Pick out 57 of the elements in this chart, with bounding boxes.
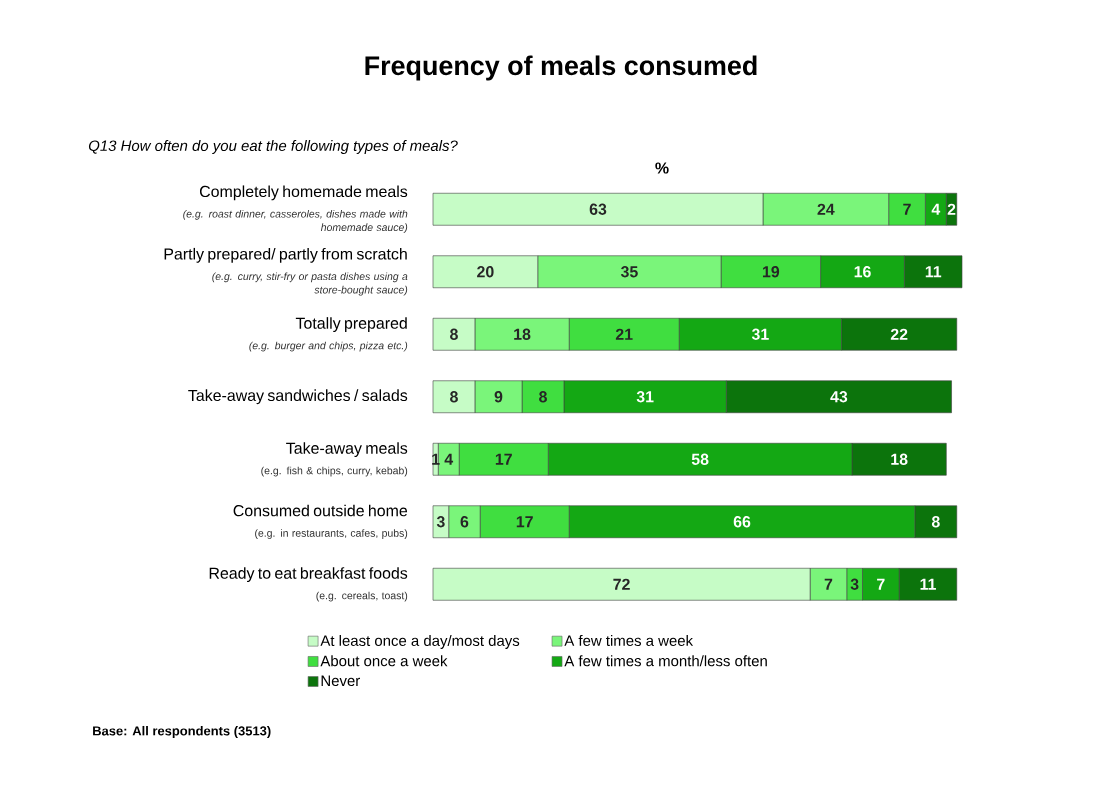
data-label: 20 [477,266,494,278]
text: (e.g. roast dinner, casseroles, dishes made with homemade sauce) [183,209,408,234]
y-tick-label: Totally prepared [295,317,407,332]
data-label: 8 [539,391,547,403]
data-label: 2 [947,203,956,215]
x-axis-title: % [655,162,669,174]
data-label: 8 [931,516,940,528]
text: Base: All respondents (3513) [93,725,271,739]
text: (e.g. cereals, toast) [316,591,408,602]
data-label: 1 [432,453,440,465]
legend-label: About once a week [320,655,448,667]
y-tick-label: Completely homemade meals [199,185,408,201]
data-label: 4 [931,203,941,215]
chart-title: Frequency of meals consumed [365,55,757,81]
data-label: 8 [450,391,458,403]
legend-label: Never [321,675,360,687]
data-label: 21 [615,328,633,340]
data-label: 17 [516,516,533,528]
data-label: 31 [751,328,769,340]
y-tick-label: Take-away meals [286,442,408,457]
data-label: 24 [817,203,835,215]
data-label: 35 [620,266,638,278]
data-label: 8 [450,328,458,340]
text: (e.g. fish & chips, curry, kebab) [261,466,408,477]
legend-label: A few times a week [564,635,694,646]
data-label: 66 [733,516,751,528]
data-label: 3 [436,516,445,528]
data-label: 7 [824,578,833,590]
data-label: 18 [891,453,908,465]
data-label: 7 [903,203,911,215]
y-tick-label: Ready to eat breakfast foods [209,567,408,582]
text: (e.g. in restaurants, cafes, pubs) [255,529,408,539]
data-label: 9 [494,391,503,403]
y-tick-label: Take-away sandwiches / salads [188,389,408,405]
data-label: 72 [613,578,630,590]
text: Q13 How often do you eat the following types of meals? [88,140,458,154]
legend-label: At least once a day/most days [320,635,520,649]
data-label: 31 [636,391,654,403]
data-label: 19 [762,266,780,278]
text: (e.g. curry, stir-fry or pasta dishes using a store-bought sauce) [212,272,408,296]
data-label: 18 [514,328,531,340]
text: (e.g. burger and chips, pizza etc.) [249,341,408,352]
data-label: 7 [877,578,885,590]
y-tick-label: Consumed outside home [233,504,408,517]
data-label: 6 [460,516,469,528]
data-label: 3 [850,578,859,590]
data-label: 16 [854,266,871,278]
data-label: 63 [589,203,607,215]
data-label: 58 [691,453,709,465]
data-label: 22 [890,328,908,340]
data-label: 43 [830,391,848,403]
data-label: 17 [495,453,512,465]
y-tick-label: Partly prepared/ partly from scratch [164,247,407,263]
data-label: 11 [920,578,936,590]
data-label: 11 [925,266,942,278]
legend-label: A few times a month/less often [564,655,767,667]
data-label: 4 [444,453,454,465]
